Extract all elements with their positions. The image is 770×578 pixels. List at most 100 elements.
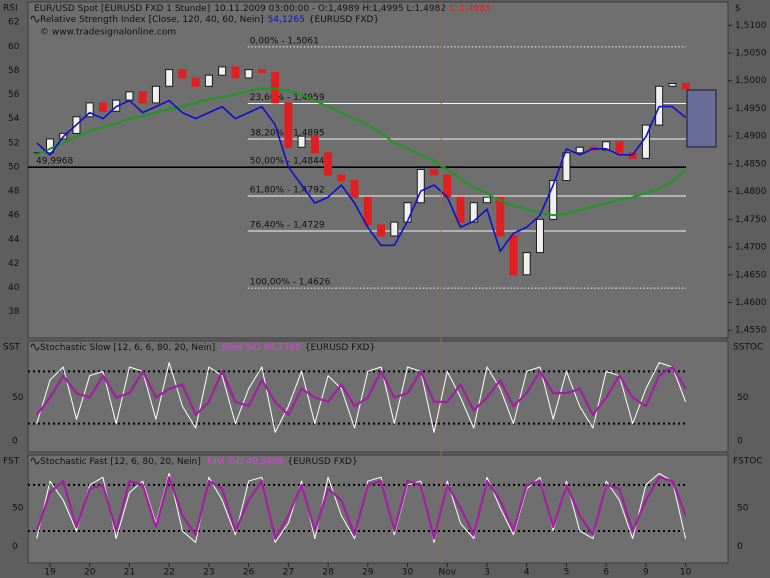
x-tick-label: 27	[283, 568, 294, 578]
y-tick-label: 54	[8, 114, 20, 124]
fib-label: 61,80% - 1,4792	[250, 186, 325, 196]
candle	[668, 83, 677, 87]
series-name: Stochastic Slow [12, 6, 6, 80, 20, Nein]	[40, 343, 215, 353]
readout-close: C:1,4985	[450, 4, 491, 14]
candle	[257, 69, 266, 73]
fib-label: 76,40% - 1,4729	[250, 220, 325, 230]
x-tick-label: Nov	[438, 568, 456, 578]
candle	[165, 69, 174, 87]
series-name: Relative Strength Index [Close, 120, 40,…	[40, 15, 264, 25]
y-tick-label: 62	[8, 18, 19, 28]
y2-tick-label: 50	[737, 393, 749, 403]
legend-icon	[30, 457, 40, 465]
candle	[456, 196, 465, 223]
candle	[98, 102, 107, 112]
y-tick-label: 46	[8, 211, 20, 221]
readout: Slow %D 60,2768	[221, 343, 301, 353]
y2-tick-label: 1,5100	[735, 21, 767, 31]
candle	[535, 218, 544, 254]
candle	[615, 141, 624, 154]
candle	[416, 168, 425, 204]
legend-icon	[30, 343, 40, 351]
series-line	[36, 99, 687, 253]
candle	[377, 224, 386, 237]
series-line	[35, 365, 687, 417]
y-tick-label: 0	[12, 542, 18, 552]
candle	[350, 180, 359, 198]
candle	[125, 91, 134, 101]
right-axis-label: $	[735, 4, 741, 14]
series-line	[36, 87, 687, 217]
candle	[403, 202, 412, 223]
candle	[45, 138, 54, 154]
y2-tick-label: 1,4650	[735, 270, 767, 280]
y2-tick-label: 1,5050	[735, 49, 767, 59]
stoch-legend: Stochastic Fast [12, 6, 80, 20, Nein] Fas…	[40, 457, 358, 467]
rsi-legend: Relative Strength Index [Close, 120, 40,…	[40, 15, 379, 25]
candle	[138, 91, 147, 104]
fib-label: 100,00% - 1,4626	[250, 278, 331, 288]
legend-icon	[30, 15, 40, 23]
y2-tick-label: 1,4600	[735, 298, 767, 308]
y2-tick-label: 1,4900	[735, 132, 767, 142]
left-axis-label: RSI	[3, 4, 18, 14]
candle	[324, 152, 333, 176]
left-axis-label: FST	[3, 457, 20, 467]
candle	[681, 83, 690, 90]
y-tick-label: 52	[8, 138, 19, 148]
y2-tick-label: 1,4750	[735, 215, 767, 225]
y-tick-label: 42	[8, 259, 19, 269]
y-tick-label: 50	[8, 162, 20, 172]
candle	[204, 74, 213, 87]
series-line	[35, 476, 687, 540]
candle	[151, 85, 160, 104]
x-tick-label: 6	[603, 568, 609, 578]
x-tick-label: 9	[643, 568, 649, 578]
x-tick-label: 4	[524, 568, 530, 578]
y2-tick-label: 1,4800	[735, 187, 767, 197]
readout: 54,1265	[268, 15, 305, 25]
left-axis-label: SST	[3, 343, 20, 353]
series-name: Stochastic Fast [12, 6, 80, 20, Nein]	[40, 457, 201, 467]
x-tick-label: 20	[84, 568, 96, 578]
y2-tick-label: 1,4550	[735, 326, 767, 336]
x-tick-label: 5	[564, 568, 570, 578]
y-tick-label: 58	[8, 66, 20, 76]
source: {EURUSD FXD}	[287, 457, 357, 467]
candle	[522, 252, 531, 276]
fib-label: 23,60% - 1,4959	[250, 93, 325, 103]
candle	[363, 196, 372, 226]
watermark: © www.tradesignalonline.com	[40, 28, 176, 38]
main-panel	[27, 1, 729, 339]
candle	[390, 221, 399, 237]
y2-tick-label: 1,5000	[735, 76, 767, 86]
fast-stoch-panel	[27, 454, 729, 564]
x-tick-label: 22	[163, 568, 174, 578]
right-axis-label: FSTOC	[733, 457, 763, 467]
source: {EURUSD FXD}	[309, 15, 379, 25]
y2-tick-label: 1,4700	[735, 243, 767, 253]
y-tick-label: 44	[8, 235, 20, 245]
y-tick-label: 50	[12, 393, 24, 403]
slow-stoch-panel	[27, 340, 729, 453]
y-tick-label: 56	[8, 90, 20, 100]
y-tick-label: 40	[8, 283, 20, 293]
candle	[496, 196, 505, 237]
candle	[430, 168, 439, 176]
selection-box[interactable]	[686, 89, 717, 148]
candle	[284, 102, 293, 148]
y2-tick-label: 1,4850	[735, 159, 767, 169]
x-tick-label: 30	[402, 568, 414, 578]
source: {EURUSD FXD}	[305, 343, 375, 353]
candle	[509, 235, 518, 276]
x-tick-label: 19	[44, 568, 56, 578]
candle	[178, 69, 187, 79]
price-legend: EUR/USD Spot [EURUSD FXD 1 Stunde] 10.11.…	[34, 4, 491, 14]
y2-tick-label: 0	[737, 437, 743, 447]
candle	[244, 69, 253, 79]
x-tick-label: 23	[203, 568, 214, 578]
readout: Fast %D 40,3408	[207, 457, 284, 467]
candle	[562, 152, 571, 182]
candle	[218, 66, 227, 76]
